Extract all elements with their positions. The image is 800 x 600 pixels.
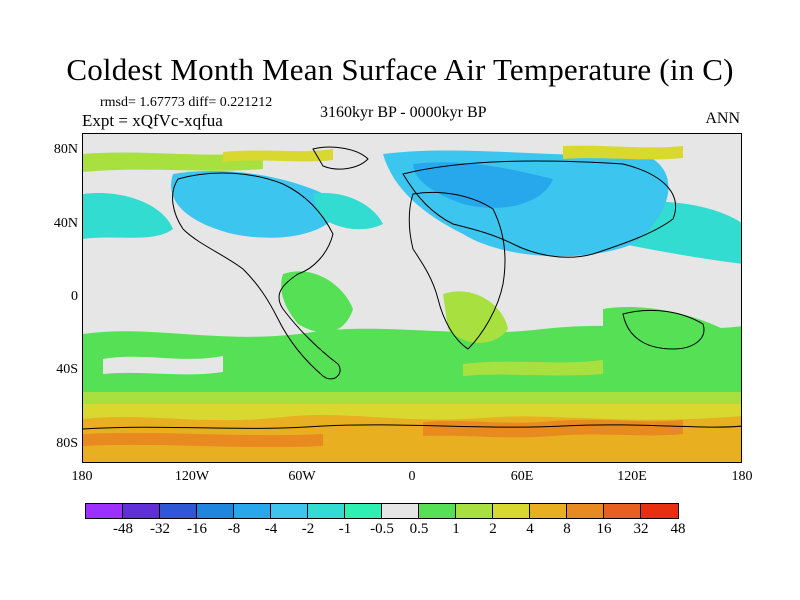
colorbar-box xyxy=(234,504,271,518)
x-tick-label: 0 xyxy=(408,469,416,484)
antarctica-coast xyxy=(83,424,741,430)
colorbar-tick-label: -0.5 xyxy=(370,521,394,537)
colorbar-tick-label: -32 xyxy=(150,521,170,537)
eurasia-coast xyxy=(402,160,676,258)
colorbar-box xyxy=(123,504,160,518)
colorbar-box xyxy=(530,504,567,518)
colorbar-tick-label: 48 xyxy=(670,521,686,537)
colorbar-tick-label: 0.5 xyxy=(409,521,429,537)
colorbar-box xyxy=(271,504,308,518)
southern-green-band xyxy=(83,325,741,392)
x-tick-label: 180 xyxy=(731,469,753,484)
season-text: ANN xyxy=(705,110,740,127)
y-tick-label: 80N xyxy=(53,142,78,158)
period-text: 3160kyr BP - 0000kyr BP xyxy=(320,104,487,121)
coastlines xyxy=(83,146,741,430)
americas-coast xyxy=(172,172,341,380)
south-indian-yellowgreen xyxy=(463,360,603,376)
colorbar-tick-label: -1 xyxy=(338,521,352,537)
colorbar-box xyxy=(567,504,604,518)
y-tick-label: 0 xyxy=(71,289,78,304)
colorbar-tick-label: 32 xyxy=(633,521,649,537)
colorbar xyxy=(85,503,679,519)
arctic-yellowgreen-west xyxy=(83,152,263,172)
colorbar-tick-label: -16 xyxy=(187,521,207,537)
colorbar-tick-label: -48 xyxy=(113,521,133,537)
colorbar-box xyxy=(456,504,493,518)
colorbar-box xyxy=(604,504,641,518)
colorbar-tick-label: 16 xyxy=(596,521,612,537)
colorbar-tick-label: 4 xyxy=(526,521,534,537)
x-tick-label: 60W xyxy=(288,469,316,484)
australia-green xyxy=(603,306,723,349)
y-tick-label: 40N xyxy=(53,215,78,231)
greenland-coast xyxy=(312,146,369,170)
antarctic-deep-orange-west xyxy=(83,432,323,448)
australia-coast xyxy=(622,309,705,350)
arctic-yellow-east xyxy=(563,145,683,160)
x-tick-label: 60E xyxy=(510,469,534,484)
colorbar-tick-label: -4 xyxy=(264,521,278,537)
x-tick-label: 120E xyxy=(617,469,647,484)
colorbar-tick-label: -2 xyxy=(301,521,315,537)
y-tick-label: 40S xyxy=(56,362,78,378)
north-america-cyan xyxy=(171,170,343,238)
arctic-yellow xyxy=(223,149,333,162)
antarctic-deep-orange xyxy=(423,419,683,438)
north-atlantic-teal xyxy=(313,193,383,230)
experiment-text: Expt = xQfVc-xqfua xyxy=(82,111,223,130)
eurasia-blue xyxy=(413,162,553,208)
africa-yellowgreen xyxy=(443,291,508,343)
x-tick-label: 180 xyxy=(71,469,93,484)
stats-text: rmsd= 1.67773 diff= 0.221212 xyxy=(100,95,273,110)
colorbar-box xyxy=(86,504,123,518)
map-panel xyxy=(82,133,742,463)
colorbar-box xyxy=(160,504,197,518)
plot-title: Coldest Month Mean Surface Air Temperatu… xyxy=(66,52,734,87)
colorbar-box xyxy=(419,504,456,518)
africa-coast xyxy=(408,191,506,350)
colorbar-box xyxy=(345,504,382,518)
colorbar-tick-label: 2 xyxy=(489,521,497,537)
temperature-map xyxy=(83,134,741,462)
colorbar-box xyxy=(382,504,419,518)
colorbar-tick-label: -8 xyxy=(227,521,241,537)
colorbar-box xyxy=(641,504,678,518)
x-tick-label: 120W xyxy=(174,469,210,484)
south-pacific-neutral xyxy=(103,356,223,375)
colorbar-box xyxy=(493,504,530,518)
colorbar-box xyxy=(197,504,234,518)
y-tick-label: 80S xyxy=(56,435,78,451)
colorbar-tick-label: 1 xyxy=(452,521,460,537)
colorbar-tick-label: 8 xyxy=(563,521,571,537)
colorbar-box xyxy=(308,504,345,518)
south-america-green xyxy=(281,271,353,333)
north-pacific-teal xyxy=(83,193,173,239)
